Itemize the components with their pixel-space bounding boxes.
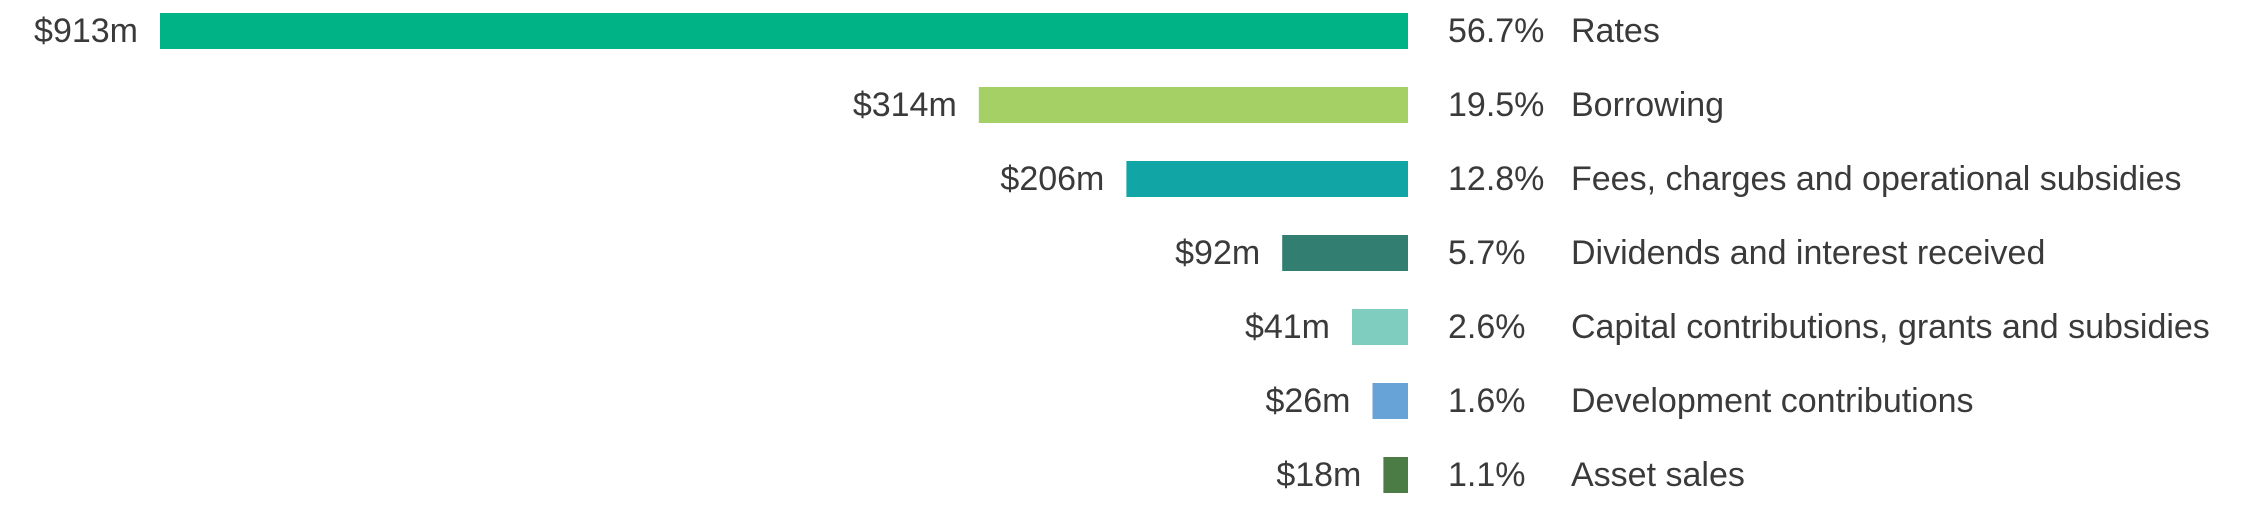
category-label-6: Asset sales (1571, 456, 1745, 494)
category-label-2: Fees, charges and operational subsidies (1571, 160, 2182, 198)
bars-group: $913m 56.7% Rates $314m 19.5% Borrowing $206m 1… (34, 12, 2210, 494)
percent-label-1: 19.5% (1448, 86, 1544, 124)
percent-label-2: 12.8% (1448, 160, 1544, 198)
bar-5 (1372, 383, 1408, 419)
value-label-2: $206m (1000, 160, 1104, 198)
category-label-4: Capital contributions, grants and subsid… (1571, 308, 2210, 346)
value-label-3: $92m (1175, 234, 1260, 272)
bar-6 (1383, 457, 1408, 493)
category-label-0: Rates (1571, 12, 1660, 50)
category-label-3: Dividends and interest received (1571, 234, 2045, 272)
bar-0 (160, 13, 1408, 49)
value-label-0: $913m (34, 12, 138, 50)
category-label-5: Development contributions (1571, 382, 1974, 420)
bar-3 (1282, 235, 1408, 271)
percent-label-5: 1.6% (1448, 382, 1526, 420)
bar-1 (978, 87, 1408, 123)
bar-4 (1352, 309, 1408, 345)
percent-label-4: 2.6% (1448, 308, 1526, 346)
percent-label-0: 56.7% (1448, 12, 1544, 50)
bar-2 (1126, 161, 1408, 197)
value-label-5: $26m (1265, 382, 1350, 420)
percent-label-6: 1.1% (1448, 456, 1526, 494)
category-label-1: Borrowing (1571, 86, 1724, 124)
value-label-4: $41m (1245, 308, 1330, 346)
percent-label-3: 5.7% (1448, 234, 1526, 272)
value-label-6: $18m (1276, 456, 1361, 494)
value-label-1: $314m (853, 86, 957, 124)
